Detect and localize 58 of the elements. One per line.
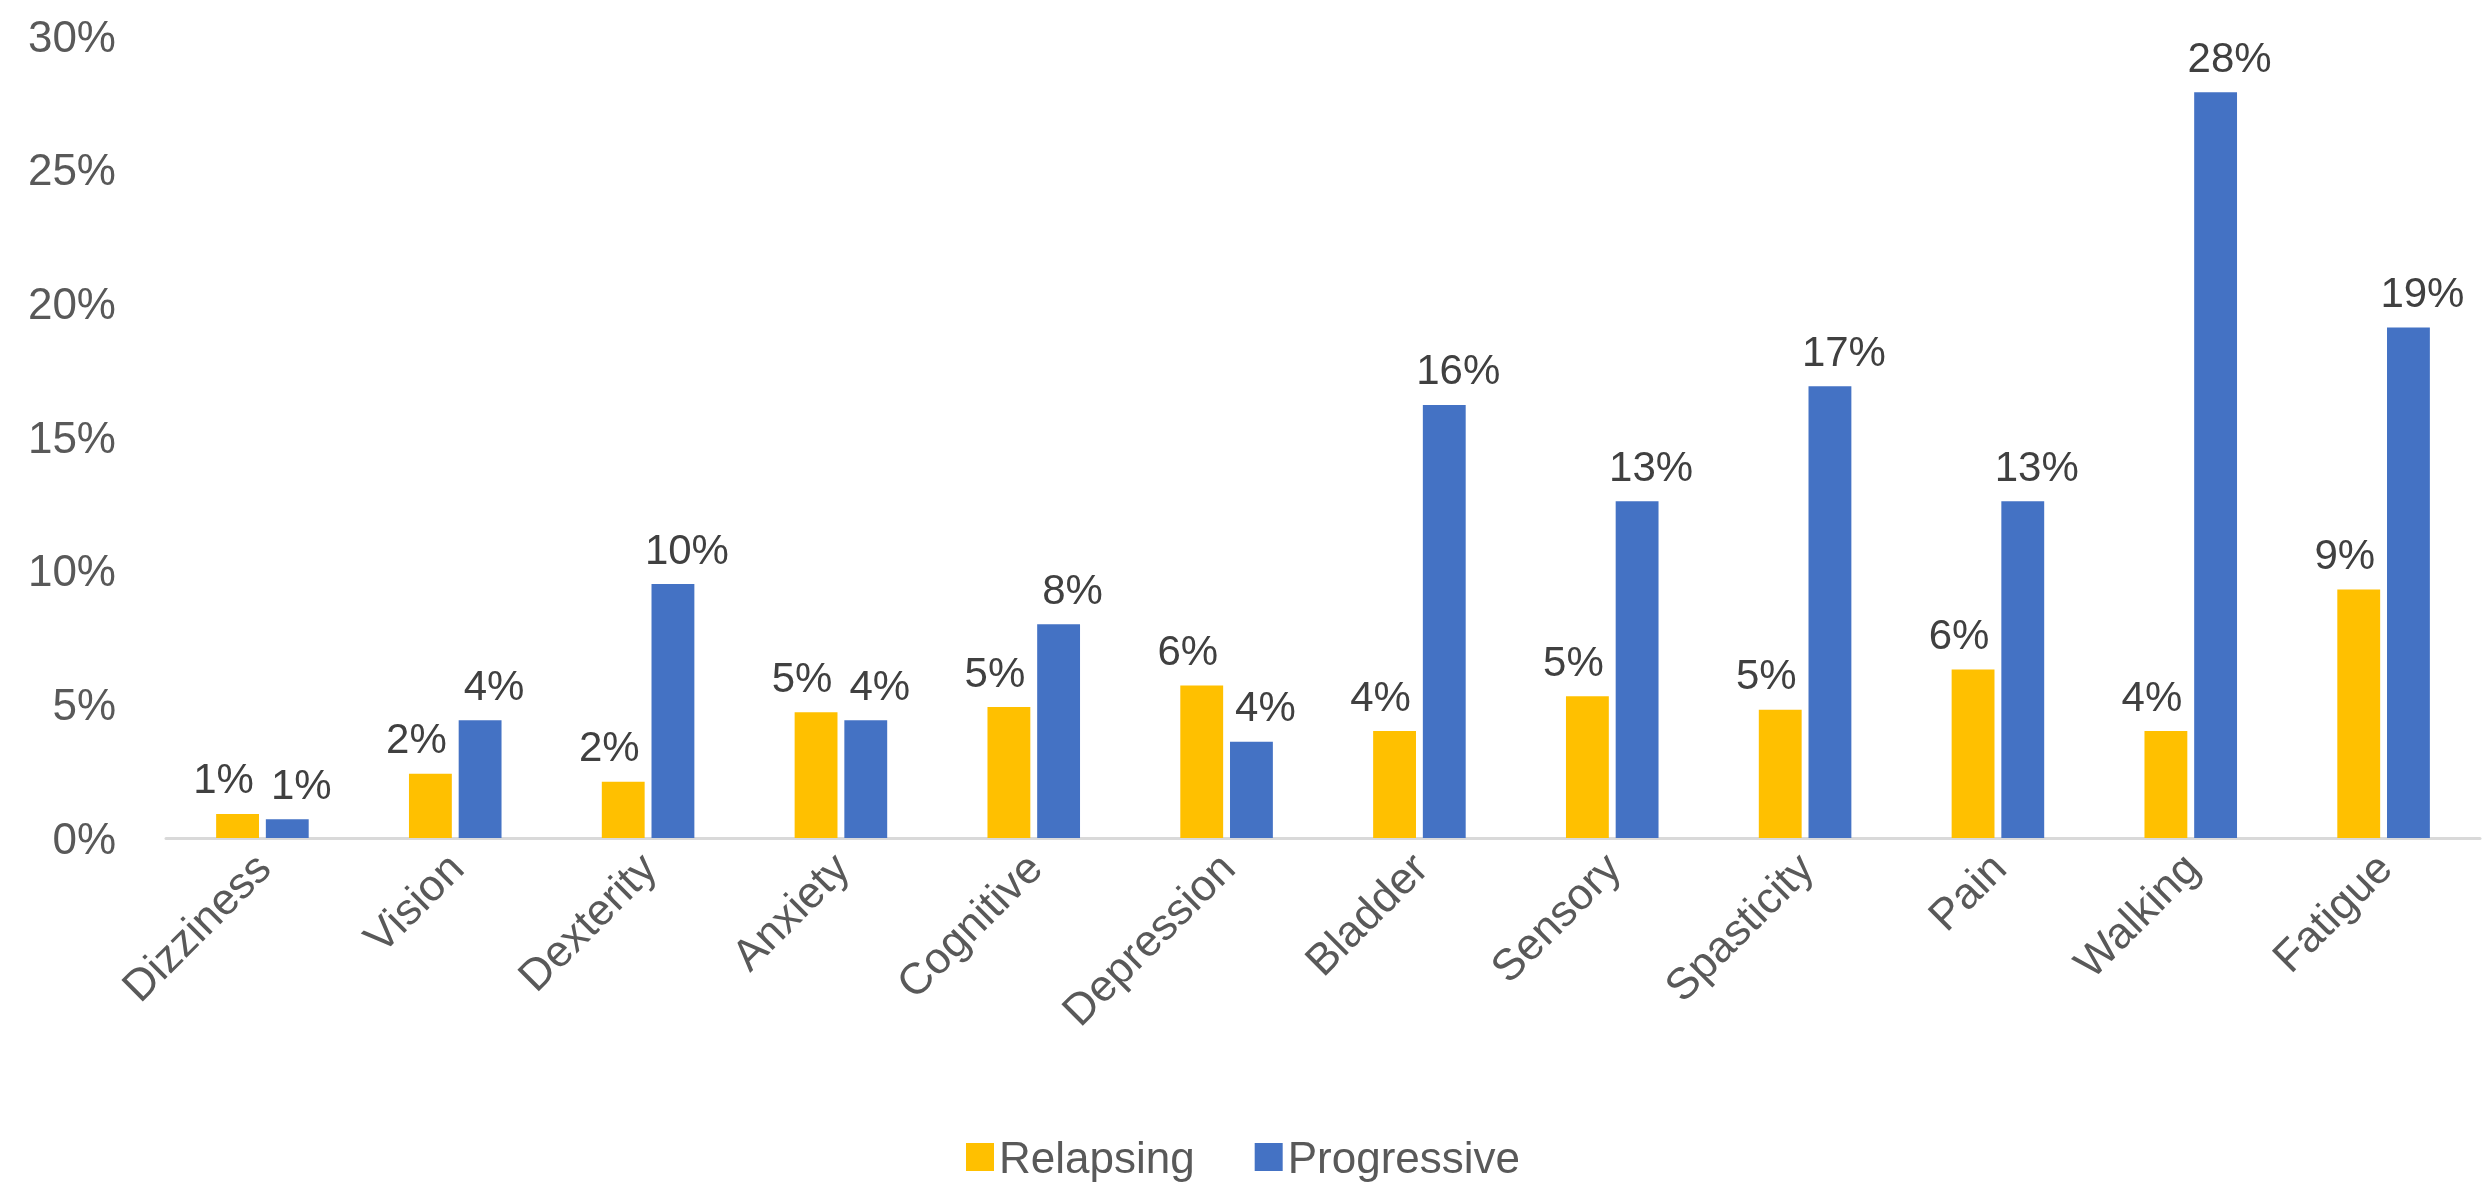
data-label: 5%	[1543, 637, 1604, 685]
bar	[2194, 92, 2238, 838]
y-tick-label: 15%	[27, 412, 116, 462]
y-tick-label: 0%	[52, 813, 116, 863]
data-label: 8%	[1042, 565, 1103, 613]
bar	[1615, 501, 1659, 838]
data-label: 1%	[270, 760, 332, 808]
data-label: 4%	[2121, 672, 2183, 720]
bar	[1951, 669, 1995, 838]
bar	[216, 813, 259, 838]
data-label: 5%	[964, 648, 1026, 696]
bar	[1808, 386, 1852, 838]
bar	[2144, 731, 2188, 838]
data-label: 19%	[2380, 268, 2465, 316]
data-label: 13%	[1994, 442, 2079, 490]
data-label: 4%	[463, 661, 525, 709]
legend-label: Relapsing	[999, 1132, 1195, 1182]
y-tick-label: 5%	[52, 679, 116, 729]
data-label: 28%	[2187, 33, 2272, 81]
bar	[458, 720, 502, 838]
data-label: 4%	[1235, 683, 1296, 731]
bar	[265, 819, 309, 838]
bar	[651, 584, 695, 838]
bar	[1180, 685, 1224, 838]
bar	[794, 712, 838, 838]
data-label: 1%	[193, 755, 254, 803]
bar	[408, 773, 452, 838]
bar	[1758, 709, 1802, 838]
bar	[1565, 696, 1609, 838]
bar	[1422, 404, 1466, 838]
data-label: 10%	[644, 525, 729, 573]
bar	[1230, 741, 1273, 838]
x-tick-label: Pain	[1918, 842, 2016, 940]
data-label: 17%	[1801, 327, 1886, 375]
data-label: 16%	[1416, 346, 1501, 394]
bar	[987, 707, 1031, 838]
bar	[2387, 327, 2430, 838]
data-label: 5%	[1735, 651, 1797, 699]
data-label: 6%	[1157, 627, 1219, 675]
bar	[1037, 624, 1081, 838]
data-label: 2%	[386, 715, 447, 763]
bar	[2337, 589, 2381, 838]
legend-label: Progressive	[1287, 1132, 1520, 1182]
data-label: 6%	[1928, 611, 1990, 659]
data-label: 9%	[2314, 530, 2376, 578]
bar	[844, 720, 888, 838]
bar	[1373, 731, 1416, 838]
bar	[601, 781, 645, 838]
data-label: 4%	[1350, 672, 1411, 720]
y-tick-label: 30%	[27, 11, 116, 61]
y-tick-label: 25%	[27, 145, 116, 195]
data-label: 5%	[771, 653, 833, 701]
data-label: 2%	[578, 723, 640, 771]
bar	[2001, 501, 2045, 838]
data-label: 4%	[849, 661, 911, 709]
y-tick-label: 20%	[27, 278, 116, 328]
y-tick-label: 10%	[27, 546, 116, 596]
data-label: 13%	[1609, 442, 1694, 490]
